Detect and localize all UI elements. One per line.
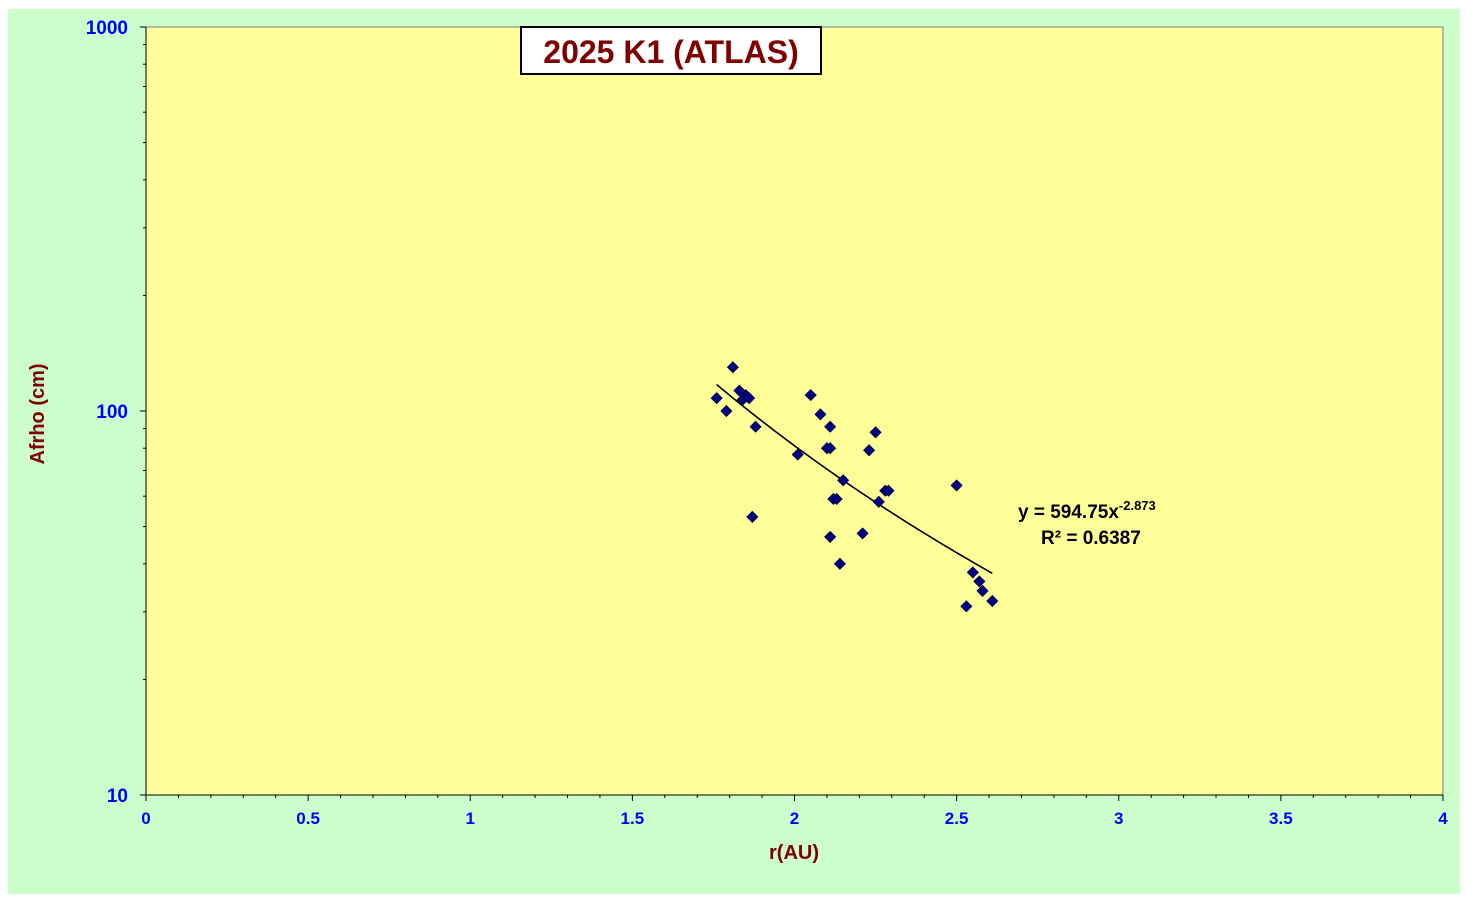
data-point	[824, 530, 837, 543]
y-tick-label: 10	[107, 786, 128, 807]
data-point	[856, 527, 869, 540]
chart-title-box	[520, 26, 822, 75]
y-axis-label: Afrho (cm)	[27, 363, 49, 464]
data-point	[791, 448, 804, 461]
data-point	[804, 389, 817, 402]
data-point	[746, 510, 759, 523]
data-point	[976, 584, 989, 597]
data-point	[966, 566, 979, 579]
data-point	[869, 426, 882, 439]
data-point	[833, 557, 846, 570]
data-point	[950, 479, 963, 492]
y-tick-label: 100	[96, 402, 128, 423]
x-tick-label: 0	[141, 809, 150, 828]
x-axis-label: r(AU)	[769, 842, 819, 864]
trendline-equation: y = 594.75x-2.873	[1018, 498, 1156, 523]
x-tick-label: 1.5	[621, 809, 645, 828]
data-point	[960, 600, 973, 613]
y-tick-label: 1000	[86, 18, 128, 39]
data-point	[743, 392, 756, 405]
data-point	[710, 392, 723, 405]
y-axis-tick-labels: 10 100 1000	[86, 18, 128, 807]
trendline-equation-prefix: y = 594.75x	[1018, 502, 1119, 523]
x-tick-label: 1	[466, 809, 475, 828]
data-point	[882, 484, 895, 497]
x-tick-label: 3	[1114, 809, 1123, 828]
data-points	[710, 361, 999, 613]
data-point	[986, 594, 999, 608]
x-axis-tick-labels: 0 0.5 1 1.5 2 2.5 3 3.5 4	[141, 809, 1448, 828]
data-point	[837, 474, 850, 487]
data-point	[720, 404, 733, 418]
data-point	[973, 575, 986, 588]
data-point	[830, 492, 843, 506]
data-point	[749, 420, 762, 433]
plot-area	[145, 26, 1444, 796]
x-tick-label: 0.5	[296, 809, 320, 828]
trendline-equation-exponent: -2.873	[1119, 498, 1156, 513]
data-point	[872, 495, 885, 508]
x-tick-label: 3.5	[1269, 809, 1293, 828]
x-tick-label: 2	[790, 809, 799, 828]
chart-title: 2025 K1 (ATLAS)	[543, 34, 798, 70]
data-point	[824, 442, 837, 455]
data-point	[726, 361, 739, 374]
data-point	[814, 408, 827, 421]
trendline-r2: R² = 0.6387	[1041, 528, 1141, 549]
data-point	[863, 444, 876, 457]
trendline	[716, 383, 993, 575]
x-tick-label: 2.5	[945, 809, 969, 828]
data-point	[824, 420, 837, 433]
x-tick-label: 4	[1438, 809, 1448, 828]
